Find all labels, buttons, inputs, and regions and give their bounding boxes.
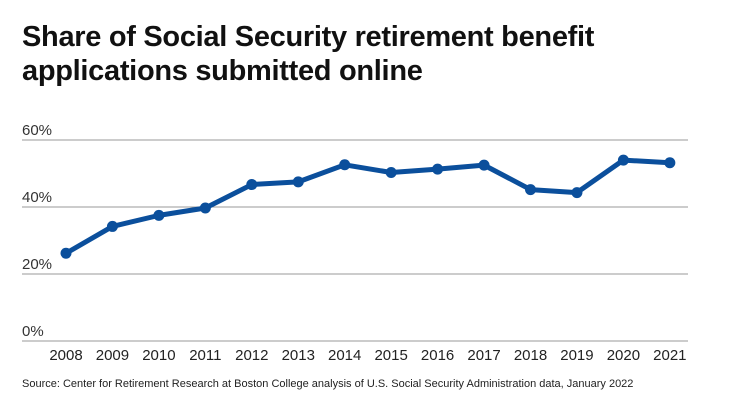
data-point [664, 157, 676, 169]
y-tick-label: 20% [22, 256, 52, 273]
data-point [106, 220, 118, 232]
x-tick-label: 2009 [96, 347, 129, 364]
data-point [199, 202, 211, 214]
x-tick-label: 2017 [467, 347, 500, 364]
y-tick-label: 60% [22, 122, 52, 139]
data-point [432, 163, 444, 175]
y-tick-label: 0% [22, 323, 44, 340]
chart-title: Share of Social Security retirement bene… [22, 21, 595, 87]
data-point [339, 159, 351, 171]
data-point [525, 184, 536, 196]
x-tick-label: 2016 [421, 347, 454, 364]
data-point [385, 166, 397, 178]
x-tick-label: 2015 [374, 347, 407, 364]
x-tick-label: 2018 [514, 347, 547, 364]
x-tick-label: 2011 [189, 347, 221, 364]
data-point [60, 247, 72, 259]
x-tick-label: 2021 [653, 347, 686, 364]
x-tick-label: 2020 [607, 347, 640, 364]
x-tick-label: 2013 [282, 347, 315, 364]
x-tick-label: 2012 [235, 347, 268, 364]
x-tick-label: 2008 [49, 347, 82, 364]
data-point [617, 154, 629, 166]
data-point [571, 187, 583, 199]
x-tick-label: 2019 [560, 347, 593, 364]
x-tick-label: 2010 [142, 347, 175, 364]
data-point [292, 176, 304, 188]
data-point [153, 209, 165, 221]
source-note: Source: Center for Retirement Research a… [22, 378, 634, 390]
data-point [246, 179, 258, 191]
y-tick-label: 40% [22, 189, 52, 206]
data-point [478, 159, 490, 171]
x-tick-label: 2014 [328, 347, 361, 364]
series-line [64, 157, 670, 256]
